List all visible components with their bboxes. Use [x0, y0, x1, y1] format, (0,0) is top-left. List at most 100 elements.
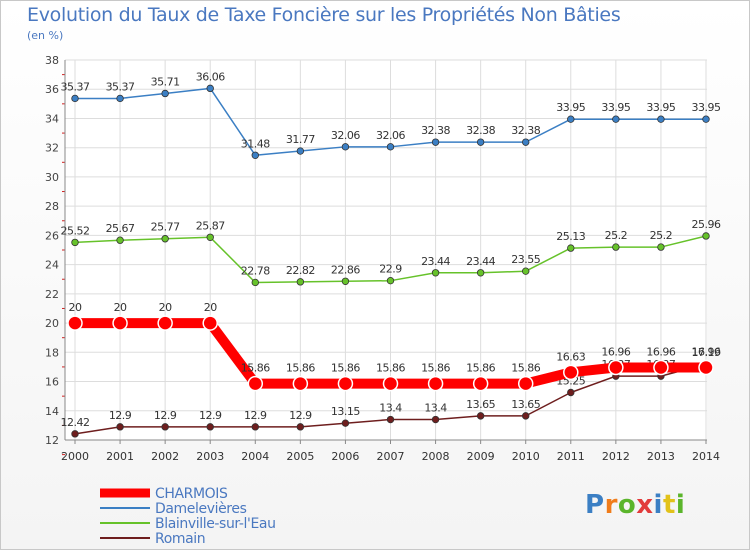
data-label-romain: 12.9 [109, 409, 132, 422]
data-point-damelevi-res [116, 94, 124, 103]
data-label-blainville-sur-l-eau: 22.86 [331, 263, 360, 276]
x-tick-label: 2014 [692, 450, 720, 463]
data-label-blainville-sur-l-eau: 25.96 [692, 218, 721, 231]
data-point-romain [341, 419, 350, 427]
data-label-charmois: 15.86 [511, 362, 540, 375]
data-point-romain [296, 423, 305, 431]
y-tick-label: 36 [45, 83, 59, 96]
data-point-damelevi-res [341, 143, 350, 151]
data-point-damelevi-res [206, 84, 214, 93]
proxiti-logo: Proxiti [585, 490, 685, 520]
data-point-damelevi-res [161, 89, 169, 98]
data-label-romain: 12.9 [154, 409, 177, 422]
data-point-damelevi-res [522, 138, 530, 146]
logo-letter: x [636, 490, 654, 520]
data-point-romain [522, 412, 530, 420]
data-label-romain: 12.42 [61, 416, 90, 429]
y-tick-label: 38 [45, 54, 59, 67]
y-tick-label: 12 [45, 434, 59, 447]
data-label-charmois: 20 [159, 301, 172, 314]
data-point-blainville-sur-l-eau [341, 277, 350, 285]
data-label-romain: 12.9 [244, 409, 267, 422]
data-label-damelevi-res: 36.06 [196, 70, 225, 83]
data-point-blainville-sur-l-eau [431, 269, 440, 277]
data-label-damelevi-res: 32.06 [376, 129, 405, 142]
data-point-blainville-sur-l-eau [657, 243, 665, 251]
data-label-romain: 13.15 [331, 405, 360, 418]
x-tick-label: 2005 [286, 450, 314, 463]
data-label-charmois: 15.86 [331, 362, 360, 375]
y-tick-label: 34 [45, 112, 59, 125]
y-tick-label: 22 [45, 288, 59, 301]
logo-letter: o [617, 490, 637, 520]
data-label-damelevi-res: 32.06 [331, 129, 360, 142]
x-tick-label: 2013 [647, 450, 675, 463]
data-point-charmois [112, 315, 128, 331]
data-point-romain [567, 388, 575, 397]
data-point-charmois [67, 315, 83, 331]
data-point-romain [71, 430, 79, 438]
data-point-charmois [472, 375, 489, 392]
x-tick-label: 2002 [151, 450, 179, 463]
data-label-blainville-sur-l-eau: 22.78 [241, 264, 270, 277]
data-label-blainville-sur-l-eau: 22.9 [379, 263, 402, 276]
data-label-blainville-sur-l-eau: 22.82 [286, 264, 315, 277]
data-point-blainville-sur-l-eau [567, 244, 575, 252]
data-label-damelevi-res: 35.37 [106, 80, 135, 93]
data-point-blainville-sur-l-eau [612, 243, 620, 251]
y-tick-label: 18 [45, 346, 59, 359]
x-tick-label: 2007 [377, 450, 405, 463]
data-point-damelevi-res [386, 143, 395, 151]
data-label-charmois: 16.96 [601, 346, 630, 359]
data-label-damelevi-res: 33.95 [646, 101, 675, 114]
x-tick-label: 2000 [61, 450, 89, 463]
data-label-charmois: 15.86 [286, 362, 315, 375]
y-tick-label: 14 [45, 405, 59, 418]
legend-label: Damelevières [155, 501, 247, 517]
x-tick-label: 2009 [467, 450, 495, 463]
data-label-romain: 17.19 [692, 346, 721, 359]
data-point-blainville-sur-l-eau [702, 232, 710, 240]
data-label-blainville-sur-l-eau: 25.77 [151, 221, 180, 234]
y-tick-label: 32 [45, 142, 59, 155]
data-point-blainville-sur-l-eau [251, 278, 259, 287]
logo-letter: t [662, 490, 676, 520]
data-label-damelevi-res: 33.95 [556, 101, 585, 114]
data-point-romain [161, 423, 169, 431]
x-tick-label: 2008 [422, 450, 450, 463]
data-label-charmois: 16.96 [646, 346, 675, 359]
data-label-blainville-sur-l-eau: 23.44 [466, 255, 495, 268]
data-point-damelevi-res [251, 151, 259, 159]
data-label-damelevi-res: 31.77 [286, 133, 315, 146]
data-point-charmois [563, 364, 579, 381]
data-point-damelevi-res [431, 138, 440, 146]
data-point-damelevi-res [296, 147, 305, 155]
y-tick-label: 30 [45, 171, 59, 184]
data-label-romain: 13.4 [379, 402, 402, 415]
legend-label: Romain [155, 531, 205, 547]
data-point-blainville-sur-l-eau [476, 269, 485, 277]
chart-subtitle: (en %) [27, 29, 64, 42]
data-point-charmois [247, 375, 264, 392]
data-point-romain [431, 415, 440, 424]
x-tick-label: 2006 [331, 450, 359, 463]
data-label-damelevi-res: 35.71 [151, 75, 180, 88]
data-point-damelevi-res [71, 94, 79, 103]
data-point-romain [476, 412, 485, 420]
data-label-romain: 12.9 [199, 409, 222, 422]
data-point-blainville-sur-l-eau [71, 238, 79, 247]
logo-letter: i [653, 490, 663, 520]
y-tick-label: 16 [45, 376, 59, 389]
data-point-charmois [653, 359, 669, 376]
y-tick-label: 20 [45, 317, 59, 330]
data-label-charmois: 20 [204, 301, 217, 314]
data-label-charmois: 15.86 [466, 362, 495, 375]
x-tick-label: 2001 [106, 450, 134, 463]
data-point-blainville-sur-l-eau [386, 276, 395, 285]
data-label-damelevi-res: 33.95 [692, 101, 721, 114]
logo-letter: i [675, 490, 686, 520]
data-point-charmois [698, 359, 714, 376]
y-tick-label: 24 [45, 259, 59, 272]
data-point-charmois [517, 375, 534, 392]
